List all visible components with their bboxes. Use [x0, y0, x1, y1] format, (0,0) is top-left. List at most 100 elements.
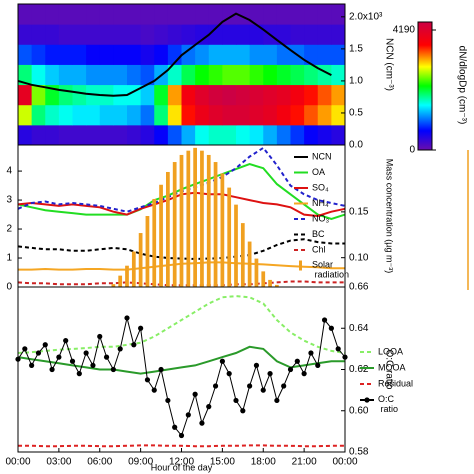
solar-bar — [234, 204, 238, 287]
legend-label: OA — [312, 167, 325, 177]
marker — [35, 350, 42, 356]
legend-label: NO₃ — [312, 213, 330, 223]
solar-bar — [254, 258, 259, 287]
marker — [308, 350, 314, 356]
heatmap-cell — [72, 44, 87, 65]
heatmap-cell — [195, 84, 210, 106]
marker — [124, 315, 130, 321]
heatmap-cell — [58, 24, 73, 45]
marker — [260, 387, 266, 393]
marker — [131, 342, 137, 348]
heatmap-cell — [290, 4, 305, 25]
heatmap-cell — [181, 124, 196, 146]
y2-tick-label: 0.5 — [349, 108, 363, 119]
heatmap-cell — [127, 44, 142, 65]
heatmap-cell — [304, 104, 319, 126]
heatmap-cell — [208, 84, 223, 106]
y2-tick-label: 0.60 — [349, 405, 369, 416]
solar-bar — [172, 162, 177, 287]
solar-bar — [145, 216, 150, 287]
heatmap-cell — [31, 84, 46, 106]
y2-tick-label: 0.10 — [349, 252, 369, 263]
heatmap-cell — [58, 104, 73, 126]
heatmap-cell — [276, 44, 291, 65]
marker — [117, 346, 123, 352]
heatmap-cell — [249, 84, 264, 106]
heatmap-cell — [208, 24, 223, 45]
heatmap-cell — [99, 24, 114, 45]
marker — [267, 371, 273, 377]
legend-label: SO₄ — [312, 182, 329, 192]
marker — [321, 317, 328, 323]
marker — [226, 371, 232, 377]
heatmap-cell — [317, 44, 332, 65]
y-tick-label: 2 — [6, 224, 12, 235]
heatmap-cell — [127, 64, 142, 86]
heatmap-cell — [167, 124, 182, 146]
marker — [144, 377, 151, 383]
marker — [328, 325, 334, 331]
marker — [247, 383, 253, 389]
heatmap-cell — [127, 24, 142, 45]
heatmap-cell — [86, 24, 101, 45]
heatmap-cell — [86, 4, 101, 25]
marker — [69, 358, 76, 364]
marker — [63, 338, 69, 344]
heatmap-cell — [263, 104, 278, 126]
heatmap-cell — [58, 64, 73, 86]
marker — [76, 371, 82, 377]
marker — [97, 333, 103, 340]
heatmap-cell — [113, 44, 128, 65]
marker — [219, 358, 225, 364]
heatmap-cell — [236, 124, 251, 146]
heatmap-cell — [304, 44, 319, 65]
heatmap-cell — [317, 24, 332, 45]
series-line — [18, 444, 345, 448]
heatmap-cell — [208, 104, 223, 126]
solar-bar — [179, 154, 184, 287]
heatmap-cell — [249, 124, 264, 146]
heatmap-cell — [58, 4, 73, 25]
heatmap-cell — [331, 44, 346, 65]
heatmap-cell — [99, 4, 114, 25]
heatmap-cell — [18, 64, 33, 86]
y2-axis-label: NCN (cm⁻³) — [383, 38, 394, 91]
marker — [103, 354, 110, 360]
y2-tick-label: 0.64 — [349, 323, 369, 334]
heatmap-cell — [236, 64, 251, 86]
heatmap-cell — [331, 84, 346, 106]
heatmap-cell — [181, 44, 196, 65]
heatmap-cell — [331, 24, 346, 45]
series-line — [17, 238, 345, 260]
solar-bar — [275, 284, 279, 287]
heatmap-cell — [222, 24, 237, 45]
heatmap-cell — [249, 104, 264, 126]
heatmap-cell — [195, 4, 210, 25]
legend-label: Solar radiation — [312, 260, 349, 280]
colorbar-tick-label: 4190 — [393, 25, 416, 36]
y2-tick-label: 0.58 — [349, 447, 369, 458]
heatmap-cell — [140, 84, 155, 106]
legend-label: BC — [312, 229, 325, 239]
heatmap-cell — [154, 44, 169, 65]
legend-label: MOOA — [378, 362, 406, 372]
marker — [192, 391, 198, 397]
colorbar-tick-label: 0 — [409, 145, 415, 156]
heatmap-cell — [167, 84, 182, 106]
y-tick-label: 1 — [6, 253, 12, 264]
heatmap-cell — [263, 124, 278, 146]
legend-label: O:C ratio — [378, 394, 398, 414]
x-tick-label: 18:00 — [251, 457, 276, 468]
heatmap-cell — [181, 4, 196, 25]
y2-tick-label: 0.15 — [349, 207, 369, 218]
heatmap-cell — [208, 44, 223, 65]
heatmap-cell — [249, 44, 264, 65]
marker — [274, 397, 280, 404]
y-tick-label: 3 — [6, 195, 12, 206]
heatmap-cell — [331, 124, 346, 146]
marker — [233, 397, 239, 404]
heatmap-cell — [290, 24, 305, 45]
x-tick-label: 03:00 — [46, 457, 71, 468]
heatmap-cell — [72, 24, 87, 45]
heatmap-cell — [18, 4, 33, 25]
